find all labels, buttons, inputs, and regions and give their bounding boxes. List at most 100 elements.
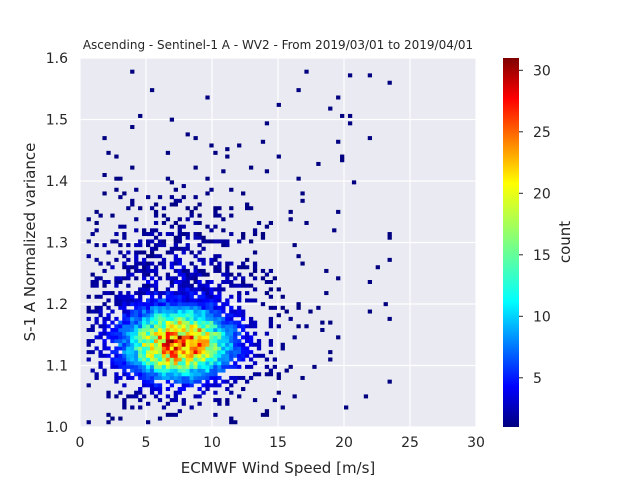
heatmap-cell: [193, 206, 198, 211]
heatmap-cell: [153, 361, 159, 366]
heatmap-cell: [134, 331, 139, 336]
heatmap-cell: [173, 257, 178, 262]
heatmap-cell: [146, 327, 151, 332]
heatmap-cell: [177, 361, 182, 366]
heatmap-cell: [142, 368, 147, 373]
heatmap-cell: [157, 320, 163, 325]
heatmap-cell: [118, 353, 123, 358]
heatmap-cell: [169, 261, 175, 266]
heatmap-cell: [268, 320, 274, 325]
heatmap-cell: [110, 331, 115, 336]
heatmap-cell: [181, 324, 186, 329]
heatmap-cell: [181, 339, 186, 344]
heatmap-cell: [181, 320, 186, 325]
heatmap-cell: [130, 316, 135, 321]
heatmap-cell: [173, 372, 178, 377]
heatmap-cell: [149, 239, 155, 244]
heatmap-cell: [169, 353, 175, 358]
heatmap-cell: [201, 246, 206, 251]
heatmap-cell: [165, 331, 171, 336]
heatmap-cell: [126, 294, 131, 299]
heatmap-cell: [153, 324, 159, 329]
heatmap-cell: [134, 305, 139, 310]
heatmap-cell: [157, 361, 163, 366]
heatmap-cell: [165, 379, 171, 384]
heatmap-cell: [122, 357, 127, 362]
heatmap-cell: [134, 350, 139, 355]
heatmap-cell: [272, 276, 277, 281]
heatmap-cell: [146, 335, 151, 340]
heatmap-cell: [165, 327, 171, 332]
heatmap-cell: [189, 361, 194, 366]
x-tick-label: 0: [76, 435, 85, 451]
heatmap-cell: [213, 298, 218, 303]
heatmap-cell: [201, 390, 206, 395]
heatmap-cell: [340, 113, 345, 118]
heatmap-cell: [248, 272, 254, 277]
heatmap-cell: [134, 357, 139, 362]
heatmap-cell: [197, 357, 202, 362]
heatmap-cell: [130, 198, 135, 203]
heatmap-cell: [153, 346, 159, 351]
heatmap-cell: [185, 342, 190, 347]
heatmap-cell: [245, 331, 250, 336]
colorbar-tick-label: 25: [533, 125, 551, 141]
heatmap-cell: [185, 217, 190, 222]
heatmap-cell: [130, 346, 135, 351]
heatmap-cell: [94, 335, 99, 340]
heatmap-cell: [221, 357, 226, 362]
heatmap-cell: [237, 320, 242, 325]
heatmap-cell: [225, 154, 230, 159]
heatmap-cell: [173, 280, 178, 284]
heatmap-cell: [217, 309, 222, 314]
heatmap-cell: [177, 313, 182, 318]
heatmap-cell: [197, 346, 202, 351]
heatmap-cell: [336, 209, 341, 214]
heatmap-cell: [177, 335, 182, 340]
heatmap-cell: [110, 309, 115, 314]
heatmap-cell: [142, 335, 147, 340]
heatmap-cell: [126, 313, 131, 318]
heatmap-cell: [217, 331, 222, 336]
heatmap-cell: [122, 309, 127, 314]
heatmap-cell: [146, 195, 151, 200]
heatmap-cell: [237, 265, 242, 270]
heatmap-cell: [201, 294, 206, 299]
heatmap-cell: [193, 331, 198, 336]
heatmap-cell: [138, 239, 143, 244]
heatmap-cell: [217, 294, 222, 299]
heatmap-cell: [142, 316, 147, 321]
heatmap-cell: [268, 280, 274, 284]
heatmap-cell: [225, 243, 230, 248]
heatmap-cell: [193, 375, 198, 380]
heatmap-cell: [142, 232, 147, 237]
heatmap-cell: [114, 232, 119, 237]
heatmap-cell: [106, 291, 111, 296]
heatmap-cell: [94, 375, 99, 380]
heatmap-cell: [169, 117, 175, 122]
heatmap-cell: [181, 265, 186, 270]
heatmap-cell: [264, 224, 270, 229]
heatmap-cell: [169, 383, 175, 388]
heatmap-cell: [264, 280, 270, 284]
heatmap-cell: [340, 158, 345, 163]
heatmap-cell: [177, 235, 182, 240]
heatmap-cell: [157, 254, 163, 259]
heatmap-cell: [169, 346, 175, 351]
heatmap-cell: [122, 364, 127, 369]
heatmap-cell: [264, 409, 270, 414]
heatmap-cell: [177, 364, 182, 369]
heatmap-cell: [169, 361, 175, 366]
heatmap-cell: [138, 387, 143, 392]
heatmap-cell: [193, 309, 198, 314]
heatmap-cell: [153, 320, 159, 325]
heatmap-cell: [169, 309, 175, 314]
heatmap-cell: [102, 346, 107, 351]
heatmap-cell: [185, 313, 190, 318]
heatmap-cell: [252, 268, 258, 273]
heatmap-cell: [205, 305, 210, 310]
heatmap-cell: [189, 350, 194, 355]
heatmap-cell: [197, 331, 202, 336]
heatmap-cell: [252, 353, 258, 358]
heatmap-cell: [165, 372, 171, 377]
